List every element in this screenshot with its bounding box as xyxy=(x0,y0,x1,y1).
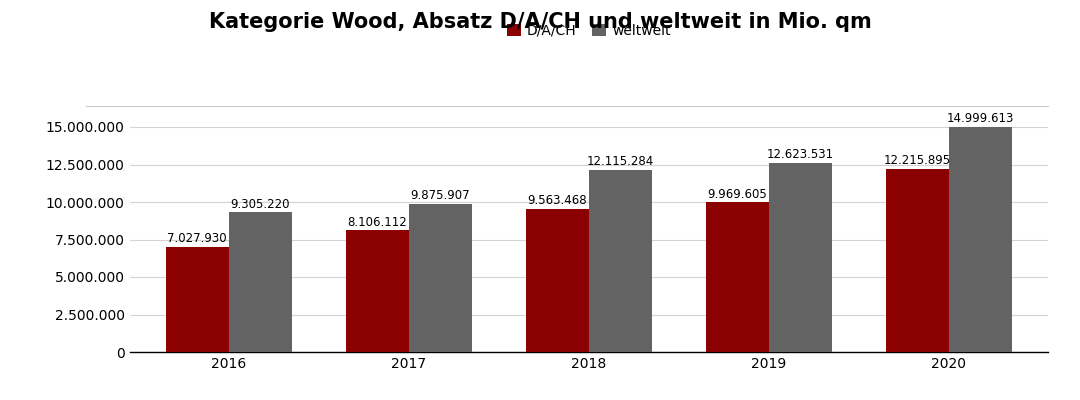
Bar xyxy=(705,202,769,352)
Bar xyxy=(769,163,832,352)
Text: 7.027.930: 7.027.930 xyxy=(167,232,227,245)
Text: 12.115.284: 12.115.284 xyxy=(586,156,653,168)
Bar xyxy=(229,212,292,352)
Text: 12.623.531: 12.623.531 xyxy=(767,148,834,161)
Legend: D/A/CH, weltweit: D/A/CH, weltweit xyxy=(501,18,676,43)
Bar xyxy=(165,246,229,352)
Text: 9.875.907: 9.875.907 xyxy=(410,189,470,202)
Bar xyxy=(886,169,948,352)
Bar xyxy=(346,230,408,352)
Text: 14.999.613: 14.999.613 xyxy=(946,112,1014,125)
Text: Kategorie Wood, Absatz D/A/CH und weltweit in Mio. qm: Kategorie Wood, Absatz D/A/CH und weltwe… xyxy=(208,12,872,32)
Bar xyxy=(948,127,1012,352)
Text: 9.969.605: 9.969.605 xyxy=(707,188,767,201)
Bar xyxy=(526,208,589,352)
Text: 8.106.112: 8.106.112 xyxy=(348,216,407,229)
Text: 9.305.220: 9.305.220 xyxy=(230,198,289,211)
Bar xyxy=(408,204,472,352)
Bar xyxy=(589,170,651,352)
Text: 9.563.468: 9.563.468 xyxy=(527,194,586,207)
Text: 12.215.895: 12.215.895 xyxy=(883,154,950,167)
